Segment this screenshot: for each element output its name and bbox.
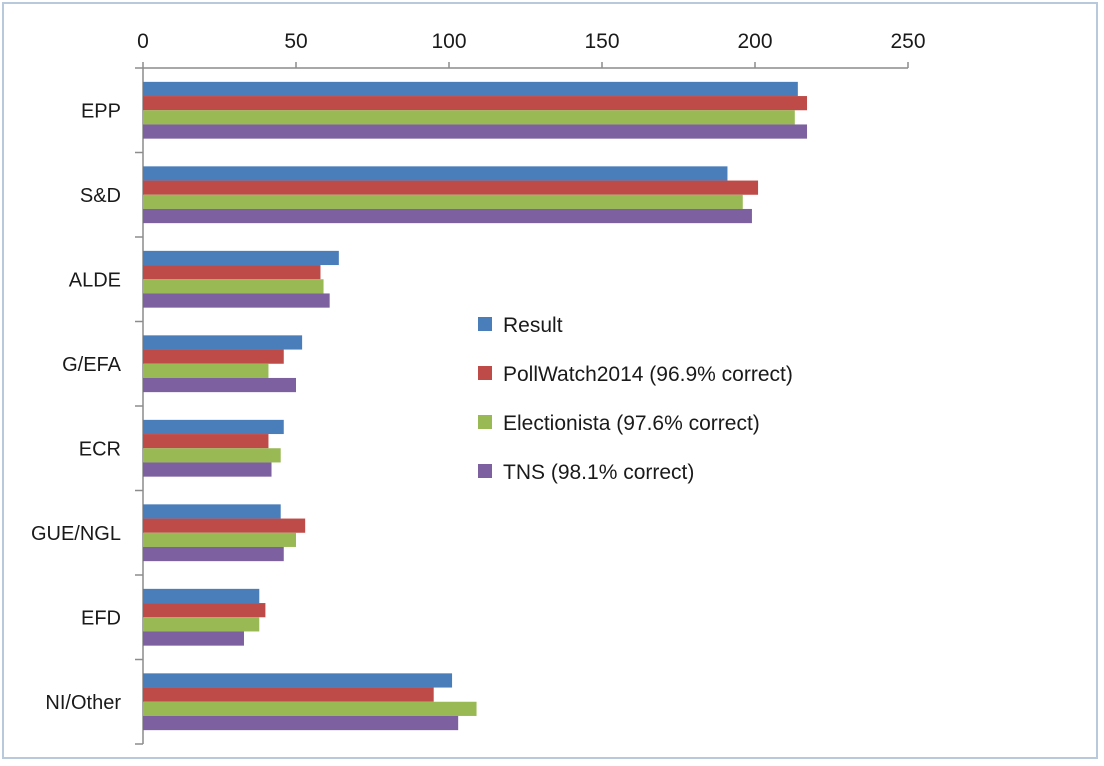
x-tick-label-2: 100 xyxy=(431,30,466,53)
bar-6-1 xyxy=(143,603,266,618)
category-label-0: EPP xyxy=(81,100,121,122)
bar-7-3 xyxy=(143,715,459,731)
legend-swatch-0 xyxy=(478,317,492,331)
category-label-6: EFD xyxy=(81,607,121,629)
category-label-5: GUE/NGL xyxy=(31,523,121,545)
bar-2-2 xyxy=(143,279,324,294)
bar-3-1 xyxy=(143,349,284,364)
legend-label-0: Result xyxy=(503,314,563,337)
category-label-4: ECR xyxy=(79,438,121,460)
bar-4-1 xyxy=(143,434,269,449)
legend-label-2: Electionista (97.6% correct) xyxy=(503,412,760,435)
x-tick-label-5: 250 xyxy=(890,30,925,53)
legend-label-1: PollWatch2014 (96.9% correct) xyxy=(503,363,793,386)
category-label-3: G/EFA xyxy=(62,354,122,376)
bar-4-0 xyxy=(143,419,284,435)
bar-6-3 xyxy=(143,631,244,646)
bar-3-0 xyxy=(143,335,303,350)
bar-3-2 xyxy=(143,363,269,378)
bar-chart: 0 50 100 150 200 250 EPP S&D ALDE G/EFA ECR GUE/NGL… xyxy=(31,30,926,745)
bar-1-1 xyxy=(143,180,759,195)
legend-label-3: TNS (98.1% correct) xyxy=(503,461,694,484)
bar-4-3 xyxy=(143,462,272,477)
bar-6-0 xyxy=(143,588,260,604)
bar-7-0 xyxy=(143,673,453,688)
x-tick-label-0: 0 xyxy=(137,30,149,53)
bar-0-0 xyxy=(143,81,798,97)
category-label-1: S&D xyxy=(80,185,121,207)
bar-1-2 xyxy=(143,194,743,209)
bar-0-3 xyxy=(143,124,808,139)
bar-2-0 xyxy=(143,250,339,266)
category-label-2: ALDE xyxy=(69,269,121,291)
bar-0-2 xyxy=(143,110,795,125)
bar-3-3 xyxy=(143,377,296,393)
bar-2-1 xyxy=(143,265,321,280)
bar-4-2 xyxy=(143,448,281,463)
bar-0-1 xyxy=(143,96,808,111)
bar-6-2 xyxy=(143,617,260,632)
bar-1-3 xyxy=(143,208,752,224)
legend-swatch-2 xyxy=(478,415,492,429)
category-label-7: NI/Other xyxy=(45,692,121,714)
legend-swatch-3 xyxy=(478,464,492,478)
x-tick-label-4: 200 xyxy=(737,30,772,53)
bar-7-2 xyxy=(143,701,477,716)
bar-5-1 xyxy=(143,518,306,533)
bar-5-2 xyxy=(143,532,296,547)
bar-1-0 xyxy=(143,166,728,181)
bar-7-1 xyxy=(143,687,434,702)
x-tick-label-3: 150 xyxy=(584,30,619,53)
bar-2-3 xyxy=(143,293,330,308)
bar-5-0 xyxy=(143,504,281,519)
bar-5-3 xyxy=(143,546,284,562)
x-tick-label-1: 50 xyxy=(284,30,307,53)
legend-swatch-1 xyxy=(478,366,492,380)
